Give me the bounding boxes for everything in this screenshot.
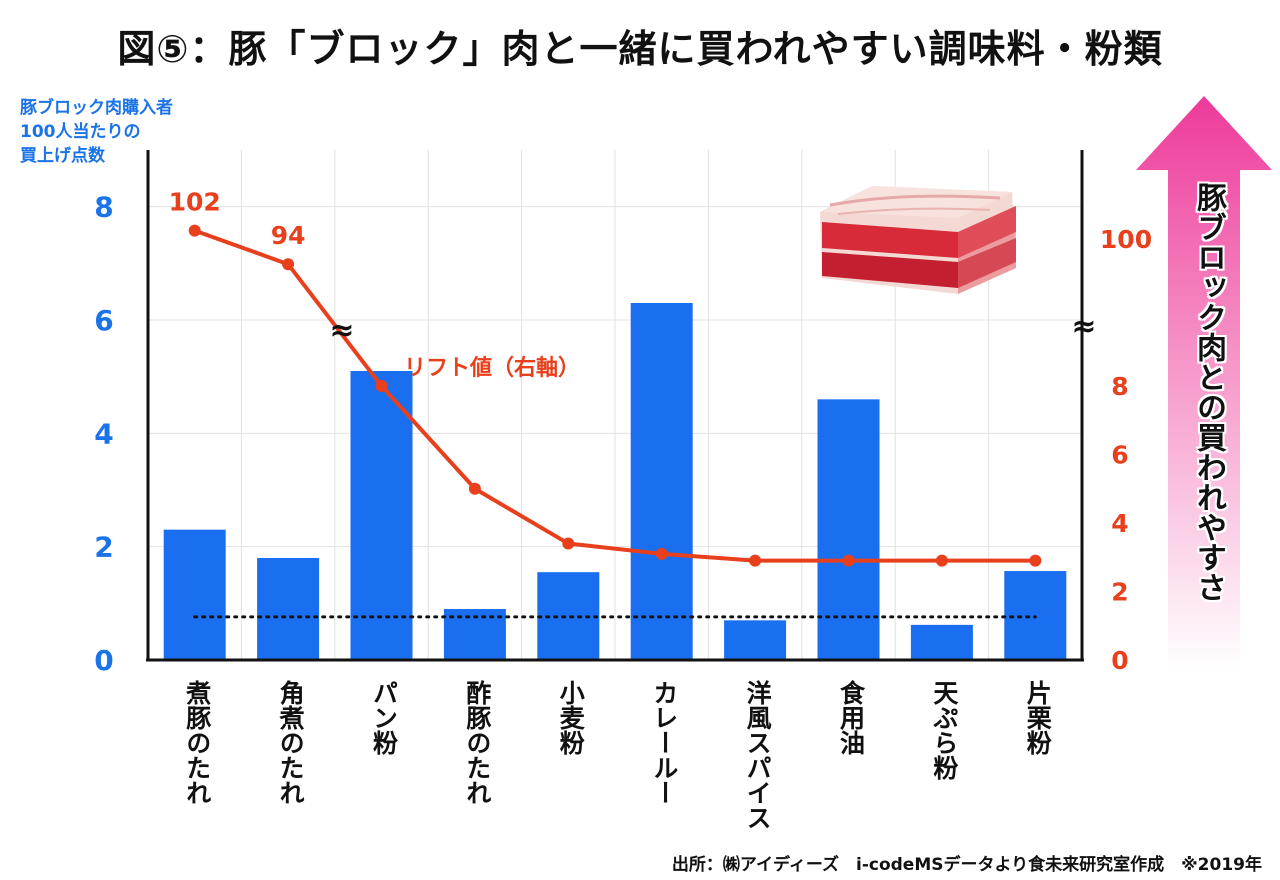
left-tick-label: 8 bbox=[94, 191, 113, 224]
lift-point-6 bbox=[655, 547, 668, 560]
right-tick-label-upper: 100 bbox=[1100, 225, 1152, 254]
category-label-6: カレールー bbox=[649, 680, 679, 805]
category-label-8: 食用油 bbox=[836, 680, 866, 755]
left-tick-label: 0 bbox=[94, 644, 113, 677]
lift-point-2 bbox=[282, 258, 295, 271]
category-label-4: 酢豚のたれ bbox=[462, 680, 492, 805]
left-tick-label: 6 bbox=[94, 304, 113, 337]
lift-point-5 bbox=[562, 537, 575, 550]
axis-break-left: ≈ bbox=[329, 313, 354, 348]
bar-6 bbox=[630, 303, 693, 660]
left-axis-unit-line-2: 100人当たりの bbox=[20, 122, 141, 142]
right-tick-label: 4 bbox=[1111, 509, 1128, 538]
lift-points bbox=[188, 224, 1042, 567]
category-label-9: 天ぷら粉 bbox=[929, 680, 959, 780]
bar-1 bbox=[163, 529, 226, 660]
category-label-1: 煮豚のたれ bbox=[182, 680, 212, 805]
right-tick-label: 0 bbox=[1111, 646, 1128, 675]
bar-8 bbox=[817, 399, 880, 660]
lift-point-1 bbox=[188, 224, 201, 237]
right-axis-ticks: 0 2 4 6 8 100 bbox=[1100, 225, 1152, 675]
bar-2 bbox=[257, 558, 320, 660]
bar-9 bbox=[910, 624, 973, 660]
right-tick-label: 8 bbox=[1111, 372, 1128, 401]
right-tick-label: 2 bbox=[1111, 578, 1128, 607]
lift-point-7 bbox=[749, 554, 762, 567]
left-axis-unit-line-1: 豚ブロック肉購入者 bbox=[20, 98, 173, 118]
right-tick-label: 6 bbox=[1111, 441, 1128, 470]
lift-line bbox=[194, 228, 1036, 563]
lift-point-label-2: 94 bbox=[271, 221, 306, 250]
chart-title: 図⑤：豚「ブロック」肉と一緒に買われやすい調味料・粉類 bbox=[117, 27, 1163, 71]
bar-3 bbox=[350, 371, 413, 660]
pork-block-illustration bbox=[820, 186, 1016, 294]
left-tick-label: 4 bbox=[94, 417, 113, 450]
category-label-5: 小麦粉 bbox=[556, 680, 586, 755]
bar-series bbox=[163, 303, 1067, 660]
lift-point-label-1: 102 bbox=[169, 188, 221, 217]
lift-point-3 bbox=[375, 380, 388, 392]
axis-break-right: ≈ bbox=[1071, 309, 1096, 344]
left-axis-unit-label: 豚ブロック肉購入者 100人当たりの 買上げ点数 bbox=[20, 96, 173, 168]
lift-point-labels: 102 94 bbox=[169, 188, 306, 251]
source-note: 出所：㈱アイディーズ i-codeMSデータより食未来研究室作成 ※2019年 bbox=[671, 855, 1262, 875]
lift-point-10 bbox=[1029, 554, 1042, 567]
lift-point-8 bbox=[842, 554, 855, 567]
left-axis-ticks: 0 2 4 6 8 bbox=[94, 191, 113, 677]
category-label-10: 片栗粉 bbox=[1023, 680, 1053, 755]
lift-legend-label: リフト値（右軸） bbox=[404, 356, 581, 381]
category-label-3: パン粉 bbox=[369, 680, 399, 755]
lift-point-4 bbox=[468, 482, 481, 495]
arrow-icon bbox=[1136, 96, 1272, 668]
left-axis-unit-line-3: 買上げ点数 bbox=[20, 146, 105, 166]
category-label-7: 洋風スパイス bbox=[743, 680, 773, 830]
lift-point-9 bbox=[935, 554, 948, 567]
bar-7 bbox=[724, 620, 787, 660]
left-tick-label: 2 bbox=[94, 531, 113, 564]
gridlines bbox=[148, 150, 1082, 660]
category-label-2: 角煮のたれ bbox=[276, 680, 306, 805]
side-arrow-label: 豚ブロック肉との買われやすさ bbox=[1191, 182, 1226, 602]
